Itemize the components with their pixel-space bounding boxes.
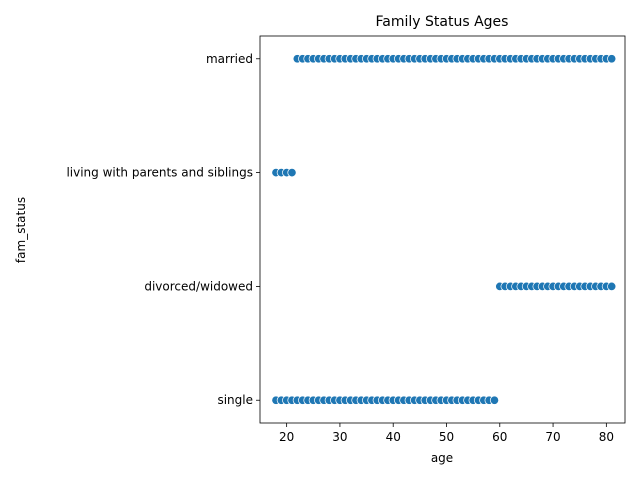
x-tick-label: 50: [439, 430, 454, 444]
plot-frame: [259, 35, 626, 424]
x-tick-label: 30: [332, 430, 347, 444]
data-point: [607, 281, 617, 291]
y-tick-label: divorced/widowed: [144, 279, 253, 293]
chart-title: Family Status Ages: [376, 14, 509, 30]
y-tick-label: living with parents and siblings: [66, 166, 253, 180]
data-point: [287, 168, 297, 178]
x-tick-label: 70: [545, 430, 560, 444]
y-tick-label: single: [217, 393, 253, 407]
x-axis-label: age: [431, 451, 453, 465]
x-tick-label: 80: [599, 430, 614, 444]
scatter-points: [271, 54, 617, 405]
y-tick-label: married: [206, 52, 253, 66]
x-tick-label: 40: [386, 430, 401, 444]
plot-area: [259, 35, 626, 424]
x-axis: 20 30 40 50 60 70 80: [279, 423, 614, 444]
x-tick-label: 60: [492, 430, 507, 444]
y-axis: married living with parents and siblings d…: [66, 52, 260, 407]
y-axis-label: fam_status: [14, 197, 28, 263]
data-point: [489, 395, 500, 405]
x-tick-label: 20: [279, 430, 294, 444]
data-point: [607, 54, 617, 64]
